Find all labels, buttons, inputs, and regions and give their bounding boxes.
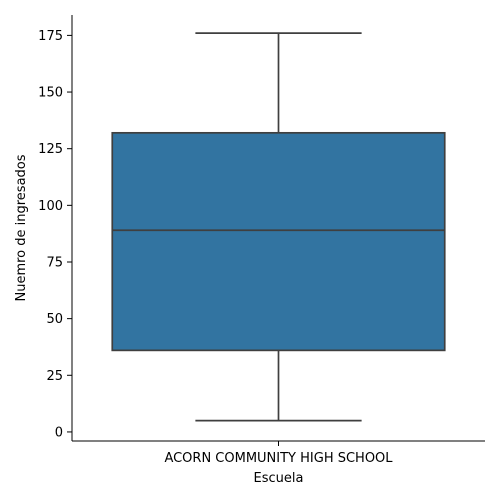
x-axis-ticks: ACORN COMMUNITY HIGH SCHOOL xyxy=(164,441,393,466)
y-tick-label: 25 xyxy=(46,369,63,384)
x-axis-label: Escuela xyxy=(254,471,304,486)
y-tick-label: 175 xyxy=(38,29,63,44)
y-axis-label: Nuemro de ingresados xyxy=(14,154,29,301)
box-iqr xyxy=(111,131,446,352)
y-tick-label: 150 xyxy=(38,86,63,101)
y-tick-label: 50 xyxy=(46,312,63,327)
y-axis-ticks: 0 25 50 75 100 125 150 175 xyxy=(38,29,72,440)
x-tick-label: ACORN COMMUNITY HIGH SCHOOL xyxy=(164,451,393,466)
y-tick-label: 125 xyxy=(38,142,63,157)
y-tick-label: 100 xyxy=(38,199,63,214)
y-tick-label: 75 xyxy=(46,255,63,270)
y-tick-label: 0 xyxy=(55,425,63,440)
box-plot-group xyxy=(111,32,446,422)
